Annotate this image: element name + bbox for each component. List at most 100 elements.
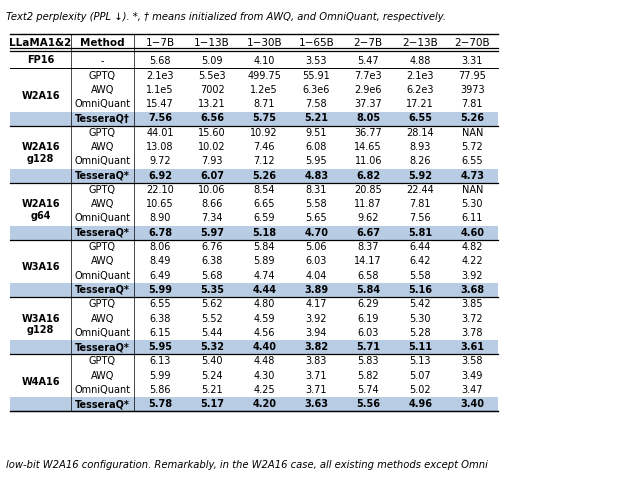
Text: 5.68: 5.68 [149,57,171,67]
Text: 5.58: 5.58 [305,199,327,209]
Text: 6.59: 6.59 [253,214,275,224]
Text: 9.51: 9.51 [305,128,327,138]
Text: 3.85: 3.85 [461,299,483,309]
Text: 2.1e3: 2.1e3 [406,70,434,80]
Text: 1.1e5: 1.1e5 [147,85,174,95]
Text: 5.32: 5.32 [200,342,224,352]
Text: 14.17: 14.17 [355,256,382,266]
Text: 3.94: 3.94 [305,328,327,338]
Text: 6.42: 6.42 [410,256,431,266]
Text: 5.42: 5.42 [410,299,431,309]
Text: 7.56: 7.56 [410,214,431,224]
Text: 4.80: 4.80 [253,299,275,309]
Text: W3A16
g128: W3A16 g128 [21,314,60,335]
Text: 5.62: 5.62 [202,299,223,309]
Text: Text2 perplexity (PPL ↓). *, † means initialized from AWQ, and OmniQuant, respec: Text2 perplexity (PPL ↓). *, † means ini… [6,12,447,22]
Text: 4.88: 4.88 [410,57,431,67]
Text: W2A16: W2A16 [21,91,60,101]
Bar [10,340,499,354]
Text: 7.81: 7.81 [461,99,483,109]
Text: 5.28: 5.28 [410,328,431,338]
Text: OmniQuant: OmniQuant [74,385,131,395]
Text: TesseraQ*: TesseraQ* [75,342,130,352]
Text: 5.52: 5.52 [201,313,223,323]
Text: 5.68: 5.68 [202,271,223,281]
Text: 3.92: 3.92 [461,271,483,281]
Text: LLaMA1&2: LLaMA1&2 [10,38,72,48]
Text: 6.3e6: 6.3e6 [303,85,330,95]
Text: 15.60: 15.60 [198,128,226,138]
Text: 3.49: 3.49 [461,371,483,381]
Text: 15.47: 15.47 [146,99,174,109]
Text: 11.87: 11.87 [355,199,382,209]
Text: 5.21: 5.21 [202,385,223,395]
Text: 5.44: 5.44 [202,328,223,338]
Text: 3.31: 3.31 [461,57,483,67]
Bar [10,398,499,411]
Text: 5.74: 5.74 [358,385,379,395]
Text: 3.47: 3.47 [461,385,483,395]
Text: 5.71: 5.71 [356,342,380,352]
Text: 5.89: 5.89 [253,256,275,266]
Text: 6.67: 6.67 [356,228,380,238]
Text: 6.58: 6.58 [358,271,379,281]
Text: AWQ: AWQ [91,371,114,381]
Text: TesseraQ*: TesseraQ* [75,171,130,181]
Text: W2A16
g128: W2A16 g128 [21,142,60,164]
Text: 6.76: 6.76 [202,242,223,252]
Text: 2.9e6: 2.9e6 [355,85,382,95]
Text: 3.92: 3.92 [305,313,327,323]
Text: GPTQ: GPTQ [89,128,116,138]
Text: 7002: 7002 [200,85,225,95]
Text: 8.49: 8.49 [149,256,171,266]
Text: 4.30: 4.30 [253,371,275,381]
Text: 3.71: 3.71 [305,385,327,395]
Text: 4.96: 4.96 [408,399,432,409]
Text: OmniQuant: OmniQuant [74,156,131,166]
Text: 499.75: 499.75 [247,70,281,80]
Text: 6.92: 6.92 [148,171,172,181]
Text: 5.56: 5.56 [356,399,380,409]
Text: 8.37: 8.37 [358,242,379,252]
Text: W3A16: W3A16 [21,262,60,273]
Text: 20.85: 20.85 [355,185,382,195]
Text: TesseraQ*: TesseraQ* [75,228,130,238]
Text: 14.65: 14.65 [355,142,382,152]
Text: 4.44: 4.44 [252,285,276,295]
Text: AWQ: AWQ [91,85,114,95]
Text: 6.82: 6.82 [356,171,380,181]
Text: 5.26: 5.26 [460,114,484,124]
Text: 3.68: 3.68 [460,285,484,295]
Text: 4.60: 4.60 [460,228,484,238]
Text: 6.2e3: 6.2e3 [406,85,434,95]
Text: 8.31: 8.31 [305,185,327,195]
Text: 7.58: 7.58 [305,99,327,109]
Text: 4.73: 4.73 [460,171,484,181]
Text: 1.2e5: 1.2e5 [250,85,278,95]
Text: 5.35: 5.35 [200,285,224,295]
Text: 5.81: 5.81 [408,228,433,238]
Text: 6.55: 6.55 [408,114,432,124]
Text: -: - [100,57,104,67]
Text: low-bit W2A16 configuration. Remarkably, in the W2A16 case, all existing methods: low-bit W2A16 configuration. Remarkably,… [6,460,488,470]
Text: 22.10: 22.10 [146,185,174,195]
Text: 4.70: 4.70 [304,228,328,238]
Text: 8.71: 8.71 [253,99,275,109]
Text: 6.07: 6.07 [200,171,224,181]
Text: 55.91: 55.91 [302,70,330,80]
Text: 5.06: 5.06 [305,242,327,252]
Text: 5.18: 5.18 [252,228,276,238]
Text: 8.54: 8.54 [253,185,275,195]
Text: TesseraQ*: TesseraQ* [75,399,130,409]
Text: 6.55: 6.55 [149,299,171,309]
Text: Method: Method [80,38,125,48]
Bar [10,112,499,125]
Text: 6.55: 6.55 [461,156,483,166]
Text: 8.06: 8.06 [149,242,171,252]
Text: 5.82: 5.82 [358,371,379,381]
Text: 7.56: 7.56 [148,114,172,124]
Text: GPTQ: GPTQ [89,299,116,309]
Text: 44.01: 44.01 [147,128,174,138]
Text: 2−70B: 2−70B [454,38,490,48]
Text: 5.99: 5.99 [149,371,171,381]
